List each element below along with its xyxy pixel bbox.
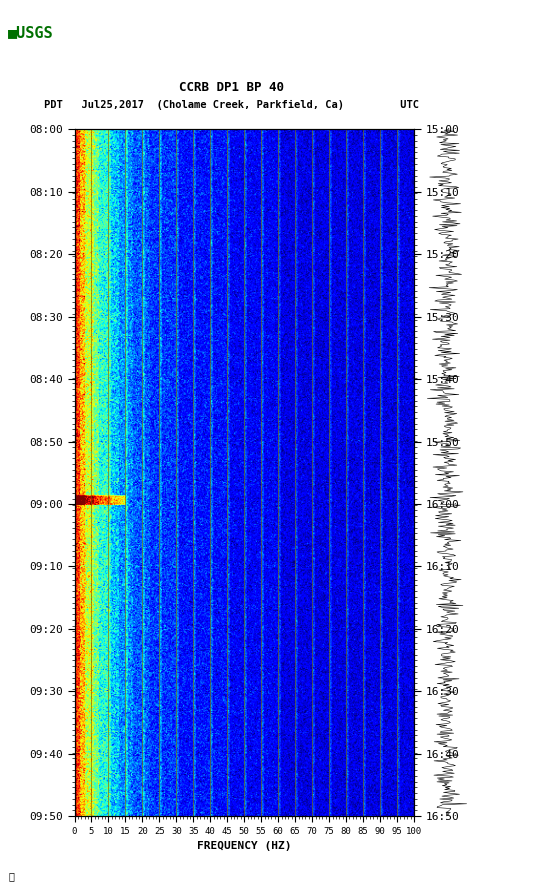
X-axis label: FREQUENCY (HZ): FREQUENCY (HZ) [197,841,291,851]
Text: ■USGS: ■USGS [8,25,54,40]
Text: CCRB DP1 BP 40: CCRB DP1 BP 40 [179,80,284,94]
Text: ˄: ˄ [8,871,14,881]
Text: PDT   Jul25,2017  (Cholame Creek, Parkfield, Ca)         UTC: PDT Jul25,2017 (Cholame Creek, Parkfield… [44,100,420,110]
